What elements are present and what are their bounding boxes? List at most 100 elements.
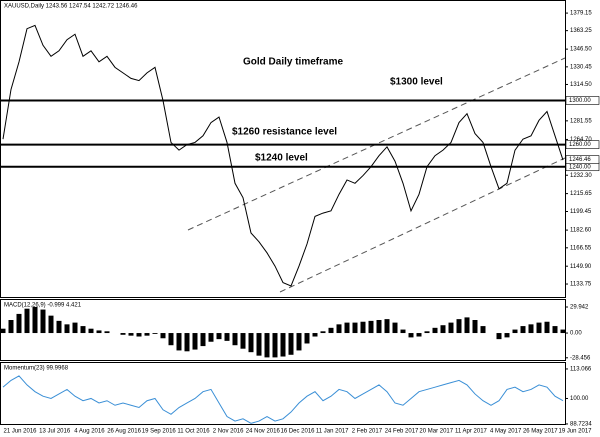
macd-bar (216, 333, 222, 340)
macd-bar (408, 333, 414, 338)
momentum-title: Momentum(23) 99.9968 (4, 366, 69, 372)
macd-bar (344, 322, 350, 334)
last-price-box (565, 155, 600, 164)
x-tick-label: 2 Nov 2016 (213, 429, 244, 435)
macd-bar (504, 333, 510, 338)
macd-bar (120, 333, 126, 335)
macd-bar (456, 319, 462, 334)
y-tick-label: 1199.45 (570, 209, 592, 215)
level-label: 1240.00 (569, 164, 591, 170)
x-tick-label: 21 Jun 2016 (3, 429, 37, 435)
chart-title: XAUUSD,Daily 1243.56 1247.54 1242.72 124… (4, 4, 138, 10)
macd-bar (328, 327, 334, 334)
macd-bar (136, 333, 142, 337)
macd-bar (72, 322, 78, 334)
x-tick-label: 24 Nov 2016 (246, 429, 281, 435)
macd-bar (184, 333, 190, 352)
macd-bar (104, 331, 110, 334)
macd-bar (128, 333, 134, 336)
macd-bar (536, 322, 542, 334)
macd-bar (176, 333, 182, 351)
macd-bar (448, 322, 454, 334)
macd-bar (392, 322, 398, 334)
momentum-panel (0, 362, 566, 425)
y-tick-label: 1149.90 (570, 264, 592, 270)
macd-bar (0, 328, 6, 334)
macd-bar (544, 321, 550, 334)
x-tick-label: 4 May 2017 (490, 429, 522, 435)
macd-bar (160, 333, 166, 339)
y-tick-label: 1166.55 (570, 245, 592, 251)
macd-bar (352, 322, 358, 334)
macd-bar (336, 324, 342, 334)
macd-bar (424, 331, 430, 334)
y-tick-label: 1379.15 (570, 11, 592, 17)
macd-bar (208, 333, 214, 342)
y-tick-label: 88.7234 (570, 422, 592, 428)
macd-bar (560, 329, 566, 334)
macd-bar (480, 326, 486, 334)
y-tick-label: 1215.65 (570, 191, 592, 197)
macd-bar (192, 333, 198, 350)
channel-lower (279, 157, 566, 293)
macd-bar (48, 315, 54, 334)
macd-bar (248, 333, 254, 353)
annotation: $1300 level (390, 77, 443, 88)
x-tick-label: 13 Jul 2016 (39, 429, 71, 435)
macd-bar (232, 333, 238, 346)
macd-bar (416, 333, 422, 337)
x-tick-label: 20 Mar 2017 (419, 429, 453, 435)
macd-bar (272, 333, 278, 358)
y-tick-label: 29.942 (570, 305, 589, 311)
channel-upper (187, 57, 566, 231)
annotation: $1240 level (255, 153, 308, 164)
y-tick-label: 100.00 (570, 396, 589, 402)
macd-bar (32, 306, 38, 334)
y-tick-label: 1264.70 (570, 137, 592, 143)
level-label: 1300.00 (569, 98, 591, 104)
macd-bar (296, 333, 302, 351)
macd-bar (384, 319, 390, 334)
y-tick-label: 1232.30 (570, 173, 592, 179)
y-tick-label: 1346.50 (570, 47, 592, 53)
macd-bar (312, 333, 318, 337)
x-tick-label: 19 Jun 2017 (558, 429, 592, 435)
x-tick-label: 26 Aug 2016 (107, 429, 141, 435)
macd-bar (56, 320, 62, 334)
x-tick-label: 16 Dec 2016 (280, 429, 315, 435)
y-tick-label: 1314.50 (570, 82, 592, 88)
macd-bar (8, 320, 14, 334)
macd-bar (40, 309, 46, 334)
annotation: Gold Daily timeframe (243, 57, 343, 68)
x-tick-label: 4 Aug 2016 (74, 429, 105, 435)
macd-bar (88, 328, 94, 334)
macd-bar (96, 330, 102, 334)
y-tick-label: -28.456 (570, 355, 591, 361)
x-tick-label: 11 Oct 2016 (177, 429, 210, 435)
macd-bar (496, 333, 502, 340)
y-tick-label: 1281.55 (570, 118, 592, 124)
x-tick-label: 24 Feb 2017 (385, 429, 419, 435)
momentum-line (2, 375, 564, 424)
macd-bar (440, 325, 446, 334)
y-tick-label: 1182.60 (570, 228, 592, 234)
macd-bar (464, 317, 470, 334)
x-tick-label: 11 Apr 2017 (455, 429, 488, 435)
macd-bar (552, 326, 558, 334)
macd-bar (80, 326, 86, 334)
x-tick-label: 11 Jan 2017 (316, 429, 349, 435)
macd-bar (528, 324, 534, 334)
last-price-label: 1246.46 (569, 157, 591, 163)
x-tick-label: 26 May 2017 (523, 429, 558, 435)
macd-bar (168, 333, 174, 346)
macd-bar (400, 329, 406, 334)
macd-bar (240, 333, 246, 349)
annotation: $1260 resistance level (232, 127, 337, 138)
macd-bar (280, 333, 286, 357)
macd-title: MACD(12,26,9) -0.999 4.421 (4, 303, 82, 309)
level-box (565, 140, 600, 149)
price-panel (0, 0, 566, 298)
price-line (2, 24, 564, 287)
y-tick-label: 113.066 (570, 367, 592, 373)
level-label: 1260.00 (569, 142, 591, 148)
